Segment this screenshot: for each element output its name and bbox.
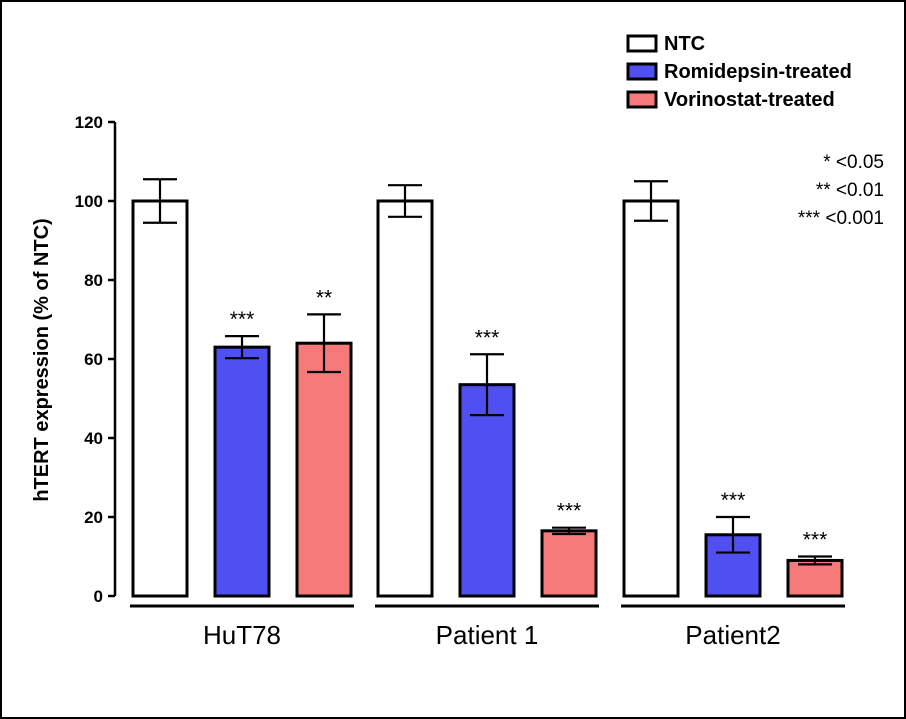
p-value-key-entry: ** <0.01 bbox=[816, 180, 884, 201]
y-tick-label: 40 bbox=[84, 429, 103, 448]
bar bbox=[458, 383, 516, 598]
legend: NTC Romidepsin-treated Vorinostat-treated bbox=[626, 33, 852, 111]
y-tick-label: 100 bbox=[75, 192, 103, 211]
legend-label: Vorinostat-treated bbox=[664, 89, 835, 111]
bar bbox=[786, 558, 844, 598]
y-tick-label: 80 bbox=[84, 271, 103, 290]
significance-label: *** bbox=[803, 529, 828, 552]
group-labels: HuT78 Patient 1 Patient2 bbox=[130, 604, 845, 650]
p-value-key-entry: * <0.05 bbox=[823, 152, 884, 173]
y-axis-label: hTERT expression (% of NTC) bbox=[31, 218, 53, 501]
bar bbox=[295, 341, 353, 598]
bar bbox=[376, 199, 434, 598]
significance-label: ** bbox=[316, 286, 332, 309]
significance-label: *** bbox=[475, 326, 500, 349]
legend-swatch bbox=[626, 90, 658, 109]
significance-label: *** bbox=[721, 489, 746, 512]
bar bbox=[213, 345, 271, 598]
bar bbox=[622, 199, 680, 598]
legend-label: Romidepsin-treated bbox=[664, 61, 852, 83]
p-value-key-entry: *** <0.001 bbox=[798, 208, 884, 229]
group-label: HuT78 bbox=[203, 620, 281, 650]
y-tick-label: 20 bbox=[84, 508, 103, 527]
significance-label: *** bbox=[557, 500, 582, 523]
significance-label: *** bbox=[230, 308, 255, 331]
p-value-key: * <0.05 ** <0.01 *** <0.001 bbox=[798, 152, 884, 229]
bars: *********** ****** bbox=[131, 178, 844, 598]
bar bbox=[540, 529, 598, 598]
legend-label: NTC bbox=[664, 33, 705, 55]
legend-swatch bbox=[626, 34, 658, 53]
y-tick-label: 120 bbox=[75, 113, 103, 132]
group-label: Patient 1 bbox=[436, 620, 539, 650]
y-tick-label: 0 bbox=[94, 587, 103, 606]
y-axis: 0 20 40 60 80 100 120 bbox=[75, 113, 117, 606]
bar bbox=[131, 199, 189, 598]
legend-swatch bbox=[626, 62, 658, 81]
y-tick-label: 60 bbox=[84, 350, 103, 369]
group-label: Patient2 bbox=[685, 620, 780, 650]
